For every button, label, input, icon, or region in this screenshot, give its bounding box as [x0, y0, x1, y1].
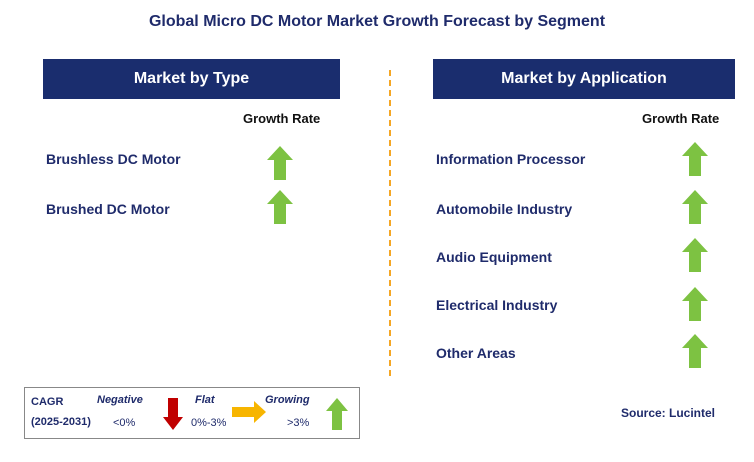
application-item-label: Other Areas	[436, 345, 516, 361]
application-panel-header: Market by Application	[433, 59, 735, 99]
legend-period: (2025-2031)	[31, 416, 91, 428]
page-title: Global Micro DC Motor Market Growth Fore…	[148, 13, 606, 30]
legend-cagr-label: CAGR	[31, 396, 64, 408]
legend-flat-label: Flat	[195, 394, 215, 406]
growing-arrow-icon	[682, 238, 708, 272]
legend-negative-range: <0%	[113, 417, 136, 429]
type-item-label: Brushless DC Motor	[46, 151, 181, 167]
type-item-label: Brushed DC Motor	[46, 201, 170, 217]
legend-growing-label: Growing	[265, 394, 310, 406]
type-growth-rate-label: Growth Rate	[243, 111, 321, 126]
negative-arrow-icon	[163, 398, 183, 430]
legend-flat-range: 0%-3%	[191, 417, 227, 429]
legend-growing-range: >3%	[287, 417, 310, 429]
growing-arrow-icon	[267, 146, 293, 180]
cagr-legend: CAGR (2025-2031) Negative <0% Flat 0%-3%…	[24, 387, 360, 439]
growing-arrow-icon	[682, 287, 708, 321]
application-item-label: Automobile Industry	[436, 201, 573, 217]
flat-arrow-icon	[232, 401, 266, 423]
type-panel-header: Market by Type	[43, 59, 340, 99]
legend-negative-label: Negative	[97, 394, 143, 406]
application-item-label: Electrical Industry	[436, 297, 558, 313]
application-item-label: Audio Equipment	[436, 249, 552, 265]
source-credit: Source: Lucintel	[621, 406, 716, 420]
panel-divider	[389, 70, 391, 376]
growing-arrow-icon	[326, 398, 348, 430]
growing-arrow-icon	[267, 190, 293, 224]
growing-arrow-icon	[682, 142, 708, 176]
application-item-label: Information Processor	[436, 151, 586, 167]
growing-arrow-icon	[682, 334, 708, 368]
application-growth-rate-label: Growth Rate	[642, 111, 720, 126]
growing-arrow-icon	[682, 190, 708, 224]
